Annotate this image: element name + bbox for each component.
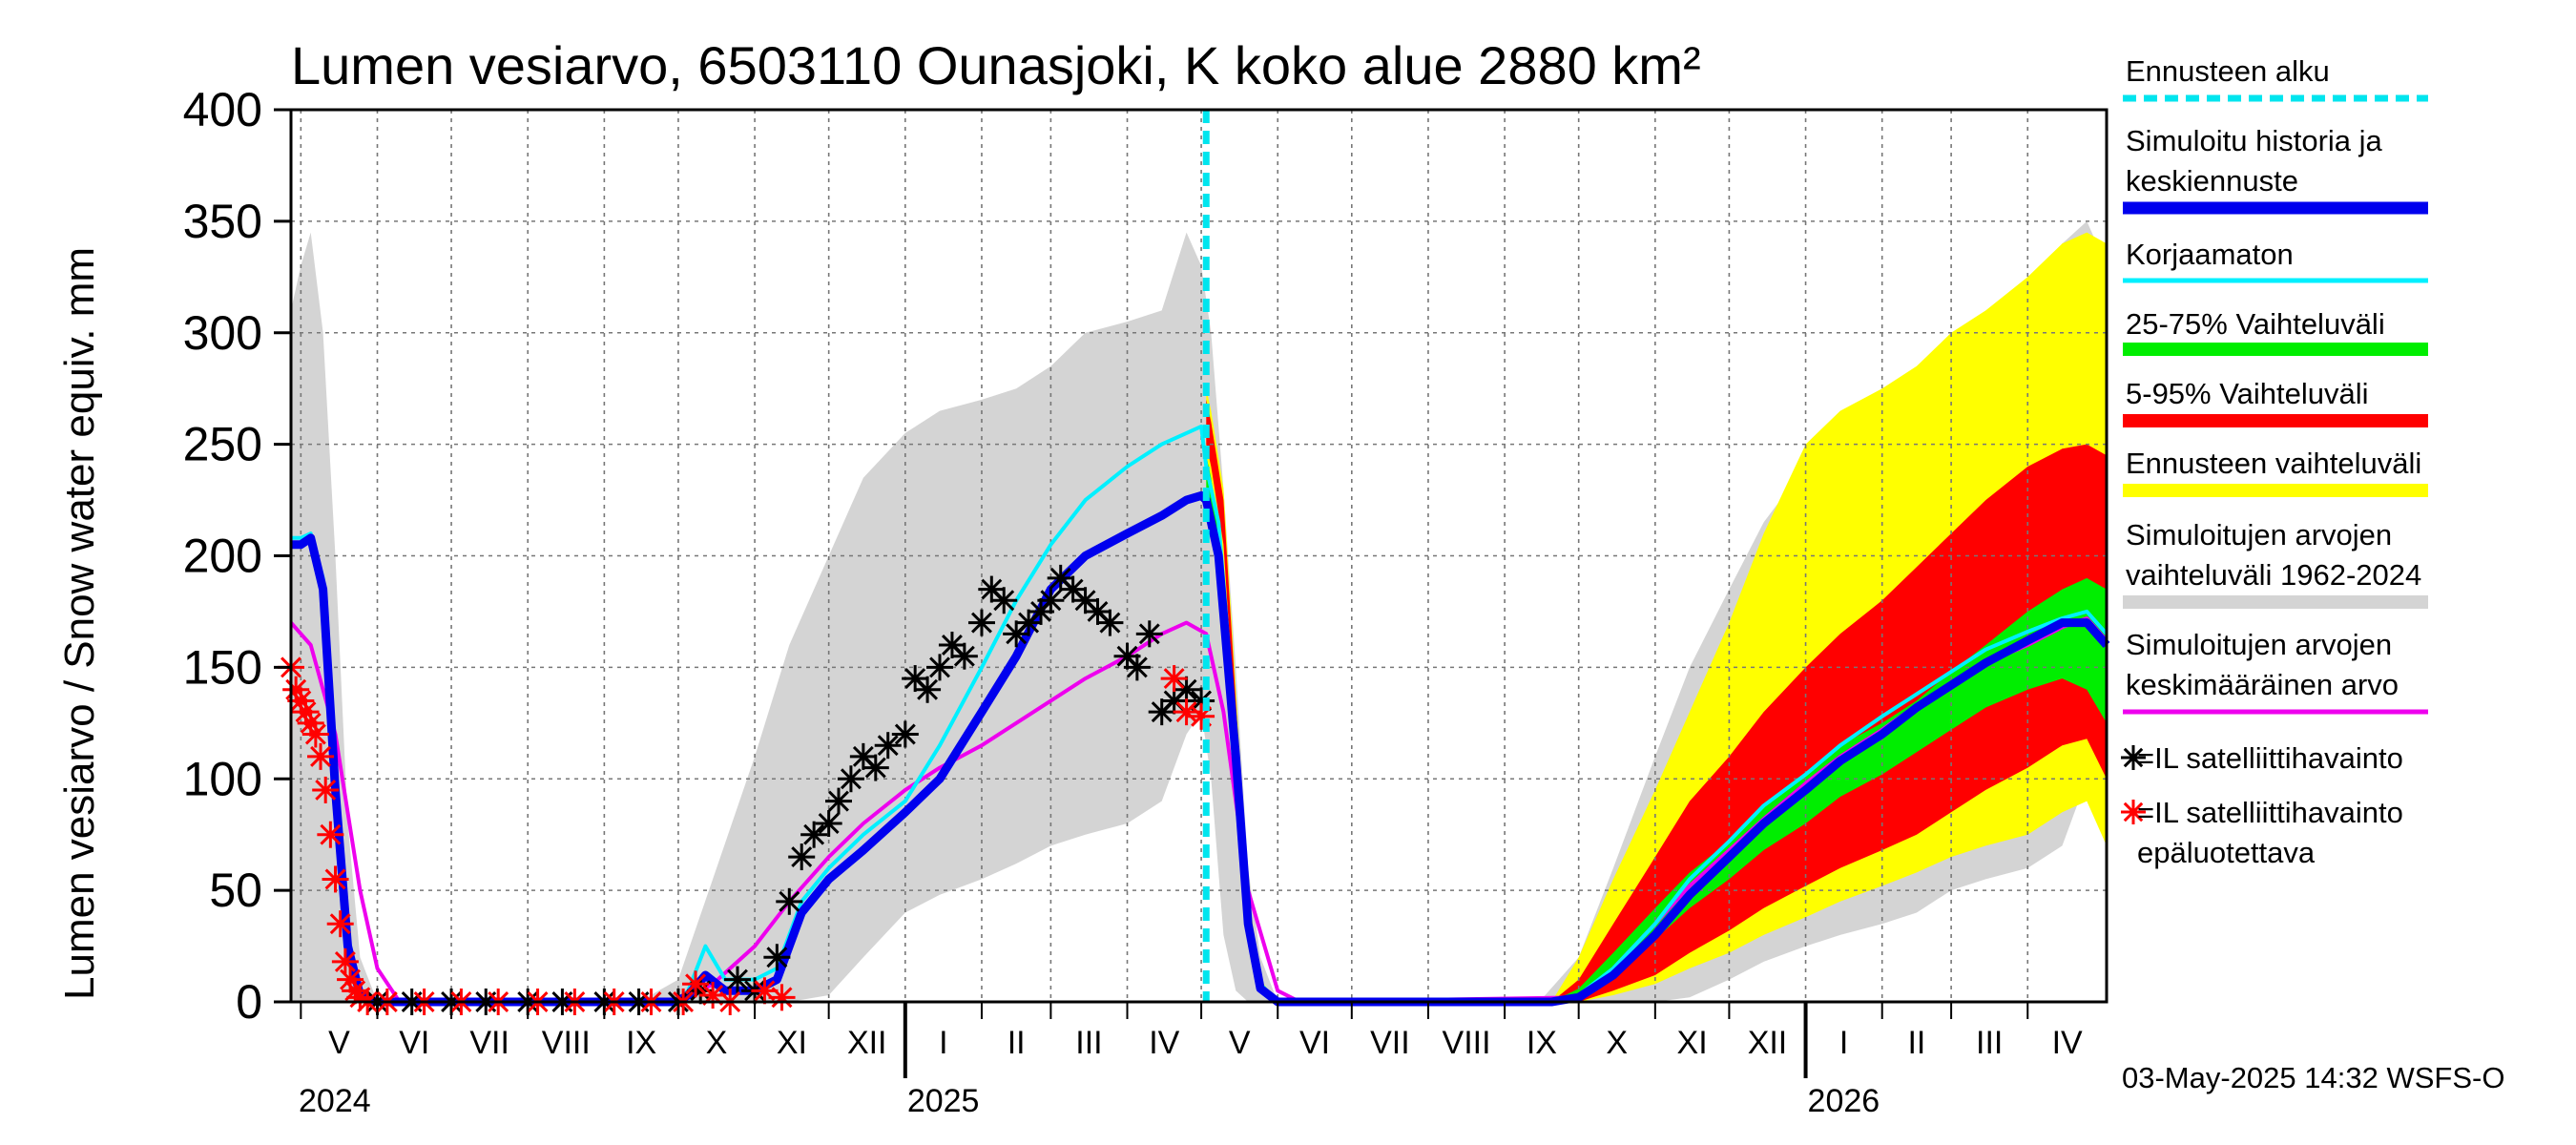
obs-point (763, 944, 791, 971)
obs-point (1123, 654, 1151, 681)
obs-point-unreliable (331, 947, 359, 975)
obs-point-unreliable (768, 984, 796, 1011)
obs-point (800, 821, 828, 848)
legend-label-sim-mean-1: Simuloitujen arvojen (2126, 628, 2392, 661)
y-tick-label: 350 (183, 195, 262, 248)
obs-point (926, 654, 954, 681)
month-label: XI (1677, 1025, 1708, 1061)
obs-point-unreliable (297, 709, 324, 737)
obs-point (950, 642, 978, 670)
obs-point (815, 810, 842, 837)
y-tick-label: 200 (183, 530, 262, 583)
obs-point (1096, 609, 1124, 636)
legend-label-history-2: keskiennuste (2126, 164, 2298, 198)
obs-point (837, 765, 864, 793)
grid-lines (291, 110, 2107, 1002)
month-label: V (328, 1025, 350, 1061)
legend-label-p25-75: 25-75% Vaihteluväli (2126, 307, 2385, 341)
legend-label-history-1: Simuloitu historia ja (2126, 124, 2383, 157)
month-label: VI (399, 1025, 429, 1061)
month-label: X (1606, 1025, 1628, 1061)
obs-point (862, 754, 889, 781)
y-tick-label: 0 (236, 975, 262, 1029)
legend-label-p5-95: 5-95% Vaihteluväli (2126, 377, 2368, 410)
y-tick-label: 250 (183, 418, 262, 471)
month-label: VIII (1443, 1025, 1491, 1061)
obs-point (990, 587, 1018, 614)
y-axis-ticks: 0 50 100 150 200 250 300 350 400 (183, 83, 291, 1029)
month-label: IV (1149, 1025, 1179, 1061)
y-tick-label: 150 (183, 640, 262, 694)
legend-obs-marker (2121, 745, 2146, 770)
obs-point (776, 887, 803, 915)
obs-point (1015, 609, 1043, 636)
year-label: 2024 (299, 1083, 371, 1119)
band-25-75-vaihteluv-li (1206, 455, 2107, 1002)
obs-point-unreliable (682, 970, 710, 998)
obs-point (967, 609, 995, 636)
month-label: I (1839, 1025, 1848, 1061)
y-tick-label: 100 (183, 752, 262, 805)
month-label: IV (2052, 1025, 2083, 1061)
legend-label-sim-range-1: Simuloitujen arvojen (2126, 518, 2392, 552)
obs-point-unreliable (301, 720, 329, 748)
month-label: V (1229, 1025, 1251, 1061)
obs-point-unreliable (307, 742, 335, 770)
month-label: IX (626, 1025, 656, 1061)
legend-label-obs: =IL satelliittihavainto (2137, 741, 2403, 775)
legend-label-sim-range-2: vaihteluväli 1962-2024 (2126, 558, 2421, 592)
obs-point (1047, 564, 1074, 592)
month-label: XI (777, 1025, 807, 1061)
legend-label-uncorrected: Korjaamaton (2126, 238, 2294, 271)
month-label: VIII (542, 1025, 591, 1061)
legend-obs-unreliable-marker (2121, 800, 2146, 824)
obs-point (723, 966, 751, 993)
obs-point (1037, 587, 1065, 614)
legend-label-forecast-range: Ennusteen vaihteluväli (2126, 447, 2421, 480)
chart-title: Lumen vesiarvo, 6503110 Ounasjoki, K kok… (291, 35, 1701, 95)
obs-point (891, 720, 919, 748)
y-tick-label: 300 (183, 306, 262, 360)
obs-point (1135, 620, 1163, 648)
y-axis-label: Lumen vesiarvo / Snow water equiv. mm (56, 247, 103, 1000)
month-label: III (1976, 1025, 2003, 1061)
month-label: IX (1527, 1025, 1557, 1061)
legend-label-sim-mean-2: keskimääräinen arvo (2126, 668, 2399, 701)
month-label: VI (1299, 1025, 1330, 1061)
obs-point (788, 843, 816, 871)
footer-timestamp: 03-May-2025 14:32 WSFS-O (2122, 1061, 2504, 1094)
obs-point-unreliable (346, 984, 374, 1011)
obs-point-unreliable (1160, 665, 1188, 693)
obs-point (874, 732, 902, 760)
obs-point-unreliable (312, 776, 340, 803)
obs-point (825, 787, 853, 815)
legend-label-forecast-start: Ennusteen alku (2126, 54, 2330, 88)
obs-point (938, 632, 966, 658)
year-label: 2026 (1808, 1083, 1880, 1119)
legend-label-obs-unreliable-2: epäluotettava (2137, 836, 2316, 869)
month-label: XII (847, 1025, 887, 1061)
legend-label-obs-unreliable-1: =IL satelliittihavainto (2137, 796, 2403, 829)
obs-point-unreliable (326, 910, 354, 938)
month-label: X (706, 1025, 728, 1061)
month-label: VII (1370, 1025, 1410, 1061)
obs-point-unreliable (322, 865, 349, 893)
month-label: I (939, 1025, 947, 1061)
month-label: II (1008, 1025, 1026, 1061)
month-label: XII (1748, 1025, 1788, 1061)
legend-swatch-obs-unreliable (2121, 800, 2146, 824)
month-label: III (1075, 1025, 1102, 1061)
obs-point-unreliable (317, 821, 344, 848)
y-tick-label: 400 (183, 83, 262, 136)
y-tick-label: 50 (209, 864, 262, 917)
obs-point-unreliable (1188, 702, 1215, 730)
month-label: II (1907, 1025, 1925, 1061)
obs-point (914, 676, 942, 703)
month-label: VII (469, 1025, 509, 1061)
legend-swatch-obs (2121, 745, 2146, 770)
legend: Ennusteen alku Simuloitu historia ja kes… (2121, 54, 2428, 869)
x-axis: V VI VII VIII IX X XI XII I II III IV V VI VII VIII IX X X… (299, 1002, 2083, 1119)
year-label: 2025 (907, 1083, 980, 1119)
